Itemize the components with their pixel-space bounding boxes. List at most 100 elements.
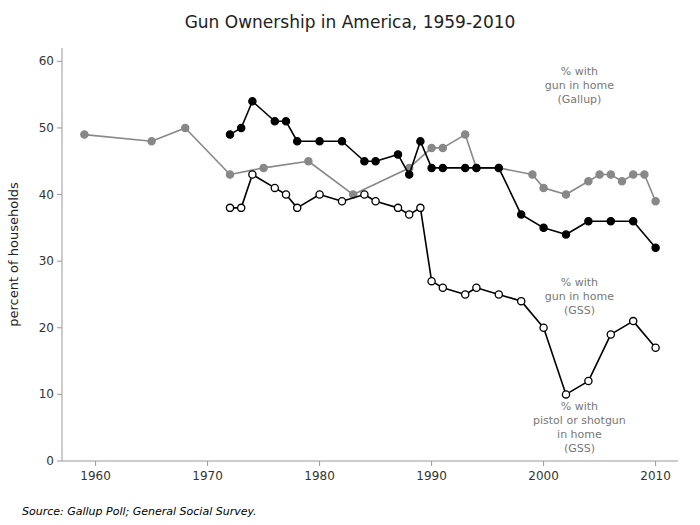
- point: [540, 324, 547, 331]
- y-tick: [57, 461, 62, 462]
- point: [652, 198, 659, 205]
- point: [462, 164, 469, 171]
- point: [562, 391, 569, 398]
- y-tick-label: 0: [46, 454, 54, 468]
- y-tick: [57, 127, 62, 128]
- annotation-line: gun in home: [545, 79, 614, 92]
- annotation-line: (GSS): [564, 304, 595, 317]
- point: [81, 131, 88, 138]
- point: [226, 204, 233, 211]
- point: [428, 278, 435, 285]
- annotation: % withpistol or shotgunin home(GSS): [533, 400, 626, 455]
- y-axis-label: percent of households: [6, 182, 21, 327]
- point: [607, 331, 614, 338]
- annotation: % withgun in home(Gallup): [545, 65, 614, 106]
- point: [249, 171, 256, 178]
- point: [148, 138, 155, 145]
- point: [585, 377, 592, 384]
- y-tick: [57, 327, 62, 328]
- point: [473, 164, 480, 171]
- annotation: % withgun in home(GSS): [545, 276, 614, 317]
- y-tick: [57, 261, 62, 262]
- point: [562, 231, 569, 238]
- x-axis-line: [62, 461, 678, 462]
- annotation-line: % with: [561, 276, 598, 289]
- point: [271, 184, 278, 191]
- point: [462, 291, 469, 298]
- point: [518, 211, 525, 218]
- point: [294, 138, 301, 145]
- series-line: [230, 101, 656, 248]
- point: [260, 164, 267, 171]
- point: [562, 191, 569, 198]
- annotation-line: % with: [561, 400, 598, 413]
- point: [607, 218, 614, 225]
- point: [585, 218, 592, 225]
- series-line: [230, 175, 656, 395]
- point: [238, 124, 245, 131]
- point: [238, 204, 245, 211]
- point: [316, 138, 323, 145]
- point: [652, 344, 659, 351]
- point: [495, 164, 502, 171]
- point: [607, 171, 614, 178]
- point: [394, 151, 401, 158]
- annotation-line: in home: [557, 428, 602, 441]
- point: [282, 118, 289, 125]
- y-tick: [57, 394, 62, 395]
- point: [439, 144, 446, 151]
- point: [338, 198, 345, 205]
- x-tick-label: 2000: [528, 469, 559, 483]
- point: [641, 171, 648, 178]
- y-tick-label: 40: [39, 188, 54, 202]
- point: [585, 178, 592, 185]
- point: [417, 138, 424, 145]
- point: [495, 164, 502, 171]
- point: [652, 244, 659, 251]
- point: [473, 164, 480, 171]
- point: [282, 191, 289, 198]
- annotation-line: (GSS): [564, 442, 595, 455]
- point: [226, 171, 233, 178]
- title: Gun Ownership in America, 1959-2010: [185, 12, 516, 32]
- annotations: % withgun in home(Gallup)% withgun in ho…: [533, 65, 626, 455]
- point: [540, 224, 547, 231]
- point: [473, 284, 480, 291]
- plot-area: [81, 98, 659, 398]
- y-tick-label: 20: [39, 321, 54, 335]
- y-tick: [57, 194, 62, 195]
- y-tick-label: 30: [39, 254, 54, 268]
- y-tick-label: 60: [39, 54, 54, 68]
- point: [372, 158, 379, 165]
- point: [596, 171, 603, 178]
- point: [372, 198, 379, 205]
- point: [518, 298, 525, 305]
- chart: Gun Ownership in America, 1959-2010 0 10 20…: [0, 0, 700, 525]
- y-axis-line: [62, 48, 63, 461]
- point: [428, 144, 435, 151]
- point: [406, 211, 413, 218]
- y-tick-label: 10: [39, 387, 54, 401]
- x-tick: [319, 461, 320, 466]
- point: [249, 98, 256, 105]
- point: [529, 171, 536, 178]
- series-line: [84, 128, 655, 201]
- x-tick: [655, 461, 656, 466]
- point: [495, 291, 502, 298]
- point: [428, 164, 435, 171]
- annotation-line: (Gallup): [557, 93, 601, 106]
- x-tick: [207, 461, 208, 466]
- point: [417, 204, 424, 211]
- point: [630, 171, 637, 178]
- x-tick: [95, 461, 96, 466]
- y-tick-label: 50: [39, 121, 54, 135]
- point: [361, 158, 368, 165]
- point: [439, 284, 446, 291]
- annotation-line: % with: [561, 65, 598, 78]
- annotation-line: gun in home: [545, 290, 614, 303]
- x-tick-label: 1980: [304, 469, 335, 483]
- x-tick-label: 1990: [416, 469, 447, 483]
- x-tick: [431, 461, 432, 466]
- point: [618, 178, 625, 185]
- point: [630, 218, 637, 225]
